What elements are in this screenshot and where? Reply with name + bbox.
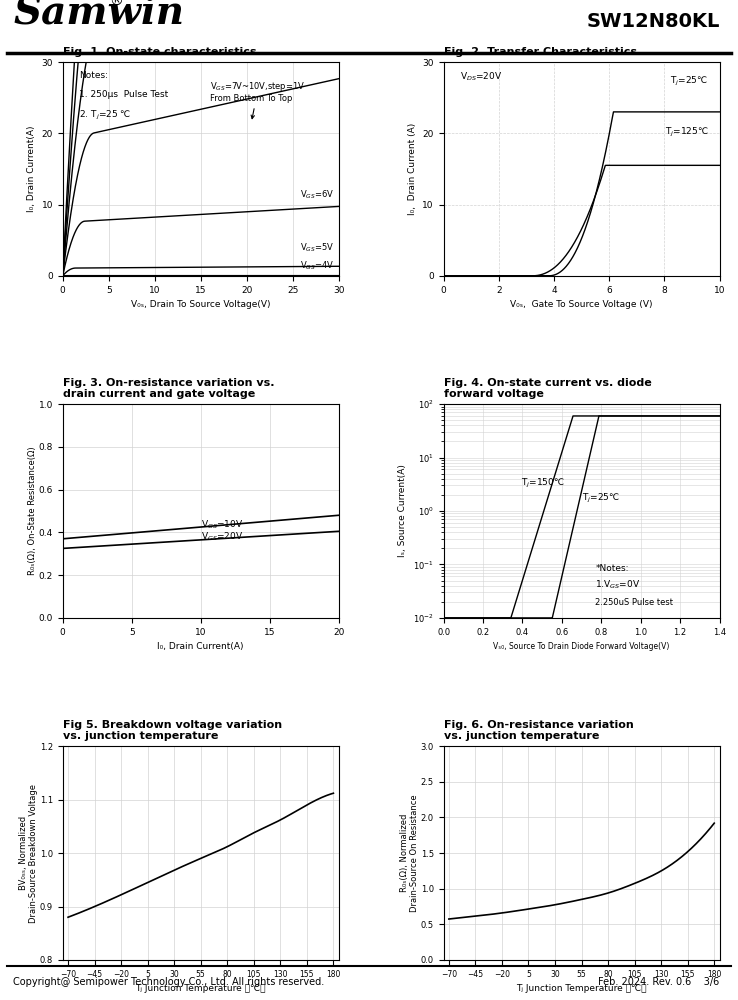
Text: Fig. 4. On-state current vs. diode
forward voltage: Fig. 4. On-state current vs. diode forwa… <box>444 378 652 399</box>
X-axis label: I₀, Drain Current(A): I₀, Drain Current(A) <box>157 642 244 651</box>
Text: Fig. 3. On-resistance variation vs.
drain current and gate voltage: Fig. 3. On-resistance variation vs. drai… <box>63 378 275 399</box>
Text: Fig. 2. Transfer Characteristics: Fig. 2. Transfer Characteristics <box>444 47 637 57</box>
Text: Feb. 2024. Rev. 0.6    3/6: Feb. 2024. Rev. 0.6 3/6 <box>599 977 720 987</box>
Text: V$_{GS}$=7V~10V,step=1V
From Bottom To Top: V$_{GS}$=7V~10V,step=1V From Bottom To T… <box>210 80 305 119</box>
Text: Fig. 6. On-resistance variation
vs. junction temperature: Fig. 6. On-resistance variation vs. junc… <box>444 720 633 741</box>
Text: V$_{DS}$=20V: V$_{DS}$=20V <box>460 71 503 83</box>
Y-axis label: R₀ₛ(Ω), Normalized
Drain-Source On Resistance: R₀ₛ(Ω), Normalized Drain-Source On Resis… <box>400 794 419 912</box>
Text: SW12N80KL: SW12N80KL <box>586 12 720 31</box>
Y-axis label: I₀, Drain Current(A): I₀, Drain Current(A) <box>27 126 36 212</box>
Text: V$_{GS}$=5V: V$_{GS}$=5V <box>300 242 334 254</box>
X-axis label: Tⱼ Junction Temperature （℃）: Tⱼ Junction Temperature （℃） <box>517 984 646 993</box>
Y-axis label: I₀,  Drain Current (A): I₀, Drain Current (A) <box>408 123 417 215</box>
Text: T$_j$=150℃: T$_j$=150℃ <box>521 477 565 490</box>
Text: 1. 250μs  Pulse Test: 1. 250μs Pulse Test <box>79 90 168 99</box>
Text: Fig 5. Breakdown voltage variation
vs. junction temperature: Fig 5. Breakdown voltage variation vs. j… <box>63 720 282 741</box>
Text: Copyright@ Semipower Technology Co., Ltd. All rights reserved.: Copyright@ Semipower Technology Co., Ltd… <box>13 977 325 987</box>
Text: *Notes:: *Notes: <box>596 564 629 573</box>
Text: 2. T$_j$=25 ℃: 2. T$_j$=25 ℃ <box>79 109 131 122</box>
X-axis label: V₀ₛ,  Gate To Source Voltage (V): V₀ₛ, Gate To Source Voltage (V) <box>510 300 653 309</box>
Text: T$_j$=125℃: T$_j$=125℃ <box>665 126 708 139</box>
Text: V$_{GS}$=20V: V$_{GS}$=20V <box>201 531 243 543</box>
Y-axis label: BV₀ₛₛ, Normalized
Drain-Source Breakdown Voltage: BV₀ₛₛ, Normalized Drain-Source Breakdown… <box>19 784 38 923</box>
X-axis label: Tⱼ Junction Temperature （℃）: Tⱼ Junction Temperature （℃） <box>136 984 266 993</box>
Text: V$_{GS}$=4V: V$_{GS}$=4V <box>300 260 334 272</box>
Y-axis label: Iₛ, Source Current(A): Iₛ, Source Current(A) <box>399 465 407 557</box>
X-axis label: Vₛ₀, Source To Drain Diode Forward Voltage(V): Vₛ₀, Source To Drain Diode Forward Volta… <box>494 642 670 651</box>
Text: V$_{GS}$=10V: V$_{GS}$=10V <box>201 518 243 531</box>
Text: Notes:: Notes: <box>79 71 108 80</box>
Text: Fig. 1. On-state characteristics: Fig. 1. On-state characteristics <box>63 47 256 57</box>
Text: T$_j$=25℃: T$_j$=25℃ <box>670 75 708 88</box>
Text: 2.250uS Pulse test: 2.250uS Pulse test <box>596 598 673 607</box>
Text: T$_j$=25℃: T$_j$=25℃ <box>582 492 620 505</box>
Y-axis label: R₀ₛ(Ω), On-State Resistance(Ω): R₀ₛ(Ω), On-State Resistance(Ω) <box>28 447 37 575</box>
Text: 1.V$_{GS}$=0V: 1.V$_{GS}$=0V <box>596 579 641 591</box>
Text: V$_{GS}$=6V: V$_{GS}$=6V <box>300 188 334 201</box>
X-axis label: V₀ₛ, Drain To Source Voltage(V): V₀ₛ, Drain To Source Voltage(V) <box>131 300 270 309</box>
Text: Samwin: Samwin <box>13 0 184 31</box>
Text: ®: ® <box>109 0 123 9</box>
